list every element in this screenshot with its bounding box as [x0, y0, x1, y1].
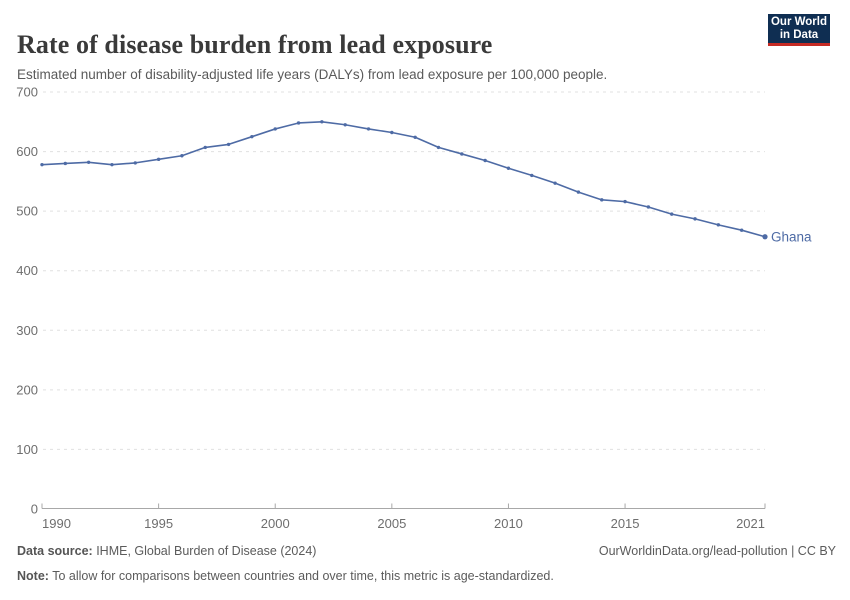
note-text: To allow for comparisons between countri… — [48, 569, 554, 583]
data-point[interactable] — [250, 134, 254, 139]
data-point[interactable] — [646, 205, 651, 209]
data-point[interactable] — [203, 145, 207, 150]
data-source-text: IHME, Global Burden of Disease (2024) — [92, 544, 317, 558]
data-point[interactable] — [483, 158, 487, 163]
data-point[interactable] — [320, 120, 324, 124]
owid-logo-line2: in Data — [779, 28, 819, 41]
page-title: Rate of disease burden from lead exposur… — [17, 30, 493, 60]
x-tick-label: 1995 — [144, 516, 173, 531]
data-point[interactable] — [739, 228, 744, 232]
data-point[interactable] — [110, 162, 114, 167]
y-tick-label: 400 — [16, 263, 38, 278]
data-point[interactable] — [180, 154, 184, 158]
data-point[interactable] — [156, 157, 161, 162]
data-point[interactable] — [226, 142, 231, 147]
y-tick-label: 300 — [16, 323, 38, 338]
data-point[interactable] — [623, 199, 627, 204]
note-label: Note: — [17, 569, 49, 583]
data-point[interactable] — [670, 212, 674, 216]
data-point[interactable] — [273, 127, 277, 131]
data-point[interactable] — [600, 198, 604, 202]
x-tick-label: 2005 — [377, 516, 406, 531]
y-tick-label: 100 — [16, 442, 38, 457]
data-point[interactable] — [390, 130, 394, 135]
x-tick-label: 2010 — [494, 516, 523, 531]
data-point[interactable] — [460, 152, 464, 156]
data-point[interactable] — [63, 161, 68, 166]
y-tick-label: 0 — [31, 502, 38, 517]
y-tick-label: 500 — [16, 204, 38, 219]
data-point[interactable] — [413, 135, 417, 139]
data-point[interactable] — [366, 127, 371, 131]
chart-footer: Data source: IHME, Global Burden of Dise… — [0, 538, 850, 600]
series-end-label[interactable]: Ghana — [771, 229, 812, 244]
x-tick-label: 2021 — [736, 516, 765, 531]
data-point[interactable] — [716, 223, 721, 227]
data-point[interactable] — [506, 166, 511, 170]
data-source-line: Data source: IHME, Global Burden of Dise… — [17, 544, 316, 559]
y-tick-label: 700 — [16, 85, 38, 100]
line-series-ghana[interactable] — [41, 120, 766, 238]
data-point[interactable] — [553, 181, 557, 185]
owid-logo: Our World in Data — [768, 14, 830, 46]
data-source-label: Data source: — [17, 544, 93, 558]
data-point[interactable] — [576, 190, 581, 194]
data-point[interactable] — [133, 161, 137, 165]
owid-url-license: OurWorldinData.org/lead-pollution | CC B… — [598, 544, 836, 558]
owid-logo-line1: Our World — [770, 15, 827, 28]
y-tick-label: 200 — [16, 382, 38, 397]
data-point[interactable] — [40, 162, 44, 167]
data-point[interactable] — [693, 217, 697, 221]
series-end-point[interactable] — [762, 234, 768, 240]
data-point[interactable] — [296, 121, 301, 125]
x-tick-label: 2000 — [261, 516, 290, 531]
chart-subtitle: Estimated number of disability-adjusted … — [17, 66, 608, 82]
data-point[interactable] — [436, 145, 441, 150]
x-tick-label: 1990 — [42, 516, 71, 531]
x-tick-label: 2015 — [611, 516, 640, 531]
data-point[interactable] — [530, 173, 534, 178]
note-line: Note: To allow for comparisons between c… — [17, 569, 554, 584]
y-tick-label: 600 — [16, 144, 38, 159]
data-point[interactable] — [343, 123, 347, 127]
data-point[interactable] — [86, 160, 91, 164]
